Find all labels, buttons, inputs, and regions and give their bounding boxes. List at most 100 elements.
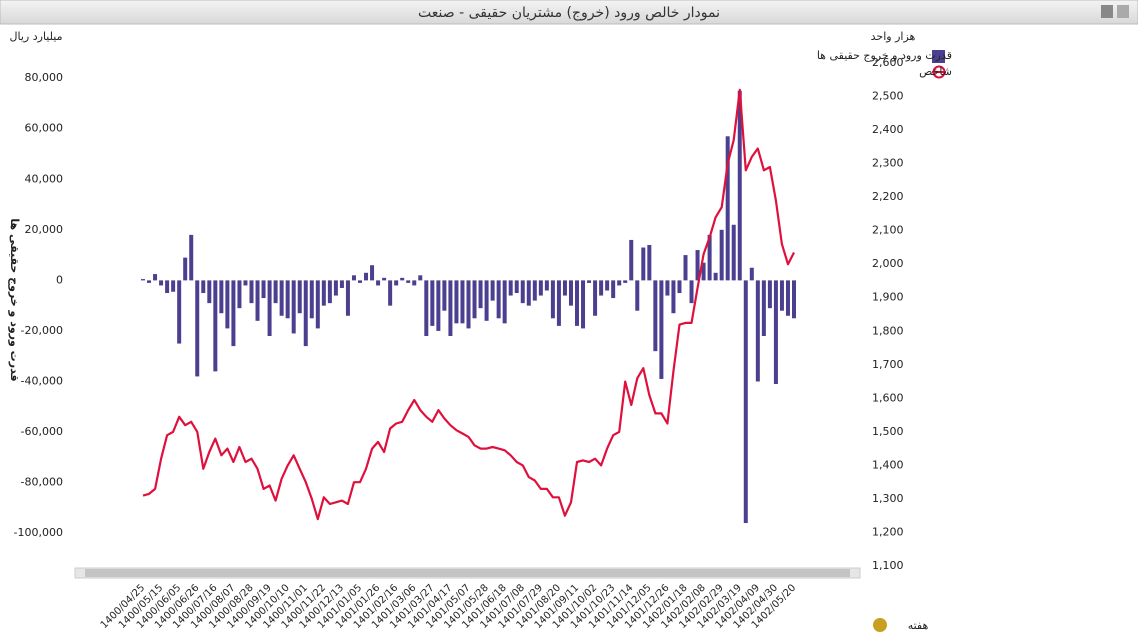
bar	[237, 280, 242, 309]
bar	[749, 267, 754, 281]
chart-title: نمودار خالص ورود (خروج) مشتریان حقیقی - …	[418, 5, 720, 21]
bar	[544, 280, 549, 291]
bar	[388, 280, 393, 306]
bar	[418, 275, 423, 281]
bar	[448, 280, 453, 336]
bar	[376, 280, 381, 286]
bar	[779, 280, 784, 311]
export-icon[interactable]	[1101, 5, 1113, 18]
bar	[695, 250, 700, 281]
bar	[171, 280, 176, 292]
print-icon[interactable]	[1117, 5, 1129, 18]
bar	[345, 280, 350, 316]
y2-tick-label: 2,100	[872, 224, 904, 237]
bar	[400, 277, 405, 281]
y-tick-label: -60,000	[21, 425, 63, 438]
bar	[442, 280, 447, 311]
bar	[581, 280, 586, 329]
y2-tick-label: 2,300	[872, 157, 904, 170]
bar	[665, 280, 670, 296]
bar	[593, 280, 598, 316]
y-tick-label: 40,000	[25, 172, 64, 185]
bar	[785, 280, 790, 316]
bar	[339, 280, 344, 288]
bar	[382, 277, 387, 281]
bar	[177, 280, 182, 344]
bar	[321, 280, 326, 306]
y2-tick-label: 1,200	[872, 525, 904, 538]
bar	[575, 280, 579, 326]
bar	[273, 280, 278, 304]
y2-tick-label: 2,200	[872, 190, 904, 203]
y2-tick-label: 2,600	[872, 56, 904, 69]
bar	[635, 280, 640, 311]
bar	[659, 280, 664, 379]
y2-tick-label: 1,300	[872, 492, 904, 505]
bar	[279, 280, 284, 316]
bar	[629, 239, 634, 281]
y2-tick-label: 2,500	[872, 90, 904, 103]
bar	[671, 280, 676, 314]
y-tick-label: 0	[56, 273, 63, 286]
y-tick-label: 20,000	[25, 223, 64, 236]
bar	[183, 257, 188, 281]
bar	[358, 280, 362, 283]
bar	[532, 280, 537, 301]
bar	[309, 280, 314, 319]
y2-tick-label: 2,000	[872, 257, 904, 270]
bar	[538, 280, 543, 296]
bar	[653, 280, 658, 352]
bar	[315, 280, 320, 329]
y-tick-label: -40,000	[21, 374, 63, 387]
bar	[689, 280, 694, 304]
settings-icon[interactable]	[873, 618, 887, 632]
bar	[327, 280, 332, 304]
title-bar	[0, 0, 1138, 25]
bar	[725, 136, 730, 281]
legend-label: شاخص	[919, 65, 952, 78]
bar	[195, 280, 200, 377]
bar	[755, 280, 760, 382]
bar	[207, 280, 212, 304]
bar	[707, 234, 712, 281]
bar	[568, 280, 573, 306]
bar	[370, 265, 375, 281]
bar	[623, 280, 628, 283]
y-tick-label: -80,000	[21, 476, 63, 489]
line	[142, 88, 795, 521]
bar	[165, 280, 170, 294]
scrollbar-thumb[interactable]	[85, 569, 850, 577]
bar	[243, 280, 248, 286]
bar	[677, 280, 682, 294]
bar	[333, 280, 338, 296]
bar	[213, 280, 218, 372]
bar	[147, 280, 152, 283]
bar	[502, 280, 507, 324]
bar	[731, 224, 736, 281]
bar	[562, 280, 567, 296]
bar	[767, 280, 772, 309]
bar	[683, 255, 688, 281]
bar	[514, 280, 519, 294]
bar	[496, 280, 501, 319]
bar	[472, 280, 477, 319]
bar	[201, 280, 206, 294]
x-axis-title: هفته	[908, 619, 929, 632]
bar	[255, 280, 260, 321]
bar	[436, 280, 441, 331]
y2-tick-label: 1,400	[872, 458, 904, 471]
bar	[303, 280, 308, 347]
bar	[605, 280, 610, 291]
bar	[737, 90, 742, 281]
bar	[394, 280, 399, 286]
bar	[225, 280, 230, 329]
bar	[267, 280, 272, 336]
bar	[291, 280, 296, 334]
bar	[556, 280, 561, 326]
bar	[231, 280, 236, 347]
bar	[743, 280, 748, 524]
bar	[713, 272, 718, 281]
legend-label: قدرت ورود و خروج حقیقی ها	[817, 49, 952, 62]
